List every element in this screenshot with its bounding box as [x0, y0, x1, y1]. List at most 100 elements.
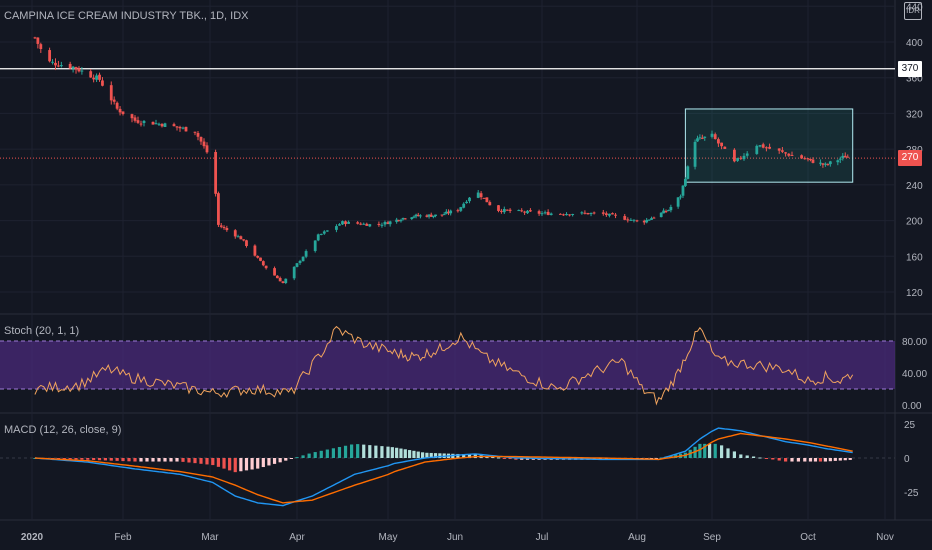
candle-body: [733, 149, 736, 162]
candle-body: [434, 214, 437, 216]
macd-histogram-bar: [133, 458, 137, 462]
candle-body: [253, 245, 257, 256]
macd-histogram-bar: [163, 458, 167, 462]
time-tick-label: May: [379, 532, 398, 543]
macd-histogram-bar: [284, 458, 288, 461]
candle-body: [449, 210, 453, 214]
candle-body: [39, 44, 43, 50]
candle-body: [427, 214, 431, 217]
candle-body: [362, 223, 366, 225]
macd-histogram-bar: [429, 452, 433, 458]
macd-histogram-bar: [350, 444, 354, 458]
price-tick-label: 240: [906, 181, 923, 192]
macd-histogram-bar: [121, 458, 125, 462]
macd-histogram-bar: [752, 456, 756, 458]
candle-body: [586, 213, 590, 215]
candle-body: [645, 219, 649, 223]
macd-histogram-bar: [86, 458, 90, 460]
candle-body: [777, 148, 781, 151]
candle-body: [319, 233, 323, 235]
macd-histogram-bar: [796, 458, 800, 462]
candle-body: [841, 155, 845, 158]
candle-body: [395, 219, 399, 222]
time-tick-label: 2020: [21, 532, 44, 543]
candle-body: [626, 219, 630, 221]
time-tick-label: Apr: [289, 532, 305, 543]
macd-histogram-bar: [211, 458, 215, 466]
macd-histogram-bar: [669, 455, 673, 458]
stoch-tick-label: 0.00: [902, 401, 922, 412]
macd-histogram-bar: [784, 458, 788, 462]
candle-body: [219, 225, 223, 227]
candle-body: [233, 230, 237, 237]
macd-histogram-bar: [337, 447, 342, 458]
macd-histogram-bar: [818, 458, 823, 462]
macd-histogram-bar: [412, 450, 416, 458]
macd-histogram-bar: [319, 450, 323, 458]
candle-body: [142, 120, 146, 124]
candle-body: [184, 126, 188, 132]
candle-body: [526, 210, 529, 214]
candle-body: [790, 155, 794, 157]
candle-body: [71, 66, 75, 69]
candle-body: [761, 144, 765, 148]
macd-histogram-bar: [356, 444, 360, 458]
macd-histogram-bar: [808, 458, 813, 462]
candle-body: [440, 214, 444, 216]
candle-body: [608, 213, 611, 216]
candle-body: [202, 141, 206, 147]
candle-body: [95, 75, 98, 80]
candle-body: [259, 257, 262, 261]
macd-histogram-bar: [80, 458, 84, 460]
candle-body: [549, 213, 553, 216]
candle-body: [611, 213, 614, 215]
macd-histogram-bar: [62, 458, 66, 459]
candle-body: [295, 263, 299, 267]
candle-body: [33, 37, 37, 39]
macd-tick-label: -25: [904, 488, 919, 499]
candle-body: [344, 221, 347, 225]
candle-body: [787, 153, 791, 156]
candle-body: [479, 193, 483, 198]
macd-histogram-bar: [520, 458, 524, 460]
candle-body: [444, 211, 448, 214]
macd-histogram-bar: [703, 443, 707, 458]
candle-body: [160, 124, 164, 127]
candle-body: [679, 196, 682, 198]
macd-histogram-bar: [720, 445, 724, 458]
macd-line: [34, 427, 853, 507]
macd-tick-label: 25: [904, 420, 916, 431]
candle-body: [447, 211, 450, 214]
candle-body: [476, 192, 480, 198]
macd-histogram-bar: [698, 443, 702, 458]
macd-histogram-bar: [362, 444, 366, 458]
macd-histogram-bar: [139, 458, 143, 462]
candle-body: [562, 214, 565, 216]
macd-histogram-bar: [390, 447, 394, 458]
candle-body: [301, 256, 305, 262]
candle-body: [429, 214, 433, 217]
macd-histogram-bar: [462, 454, 466, 458]
candle-body: [592, 212, 596, 214]
candle-body: [281, 281, 285, 283]
currency-badge[interactable]: IDR: [904, 2, 922, 20]
candle-body: [819, 162, 822, 164]
macd-tick-label: 0: [904, 454, 910, 465]
candle-body: [700, 137, 704, 139]
candle-body: [383, 222, 387, 225]
candle-body: [589, 212, 593, 215]
candle-body: [419, 215, 422, 217]
candle-body: [304, 251, 308, 257]
candle-body: [604, 213, 608, 216]
signal-line: [34, 432, 853, 504]
candle-body: [723, 146, 727, 149]
time-tick-label: Aug: [628, 532, 646, 543]
macd-histogram-bar: [127, 458, 131, 462]
macd-histogram-bar: [368, 445, 372, 458]
candle-body: [416, 214, 420, 216]
macd-histogram-bar: [386, 446, 390, 458]
candle-body: [222, 227, 226, 229]
stoch-tick-label: 80.00: [902, 337, 927, 348]
macd-histogram-bar: [425, 452, 429, 458]
